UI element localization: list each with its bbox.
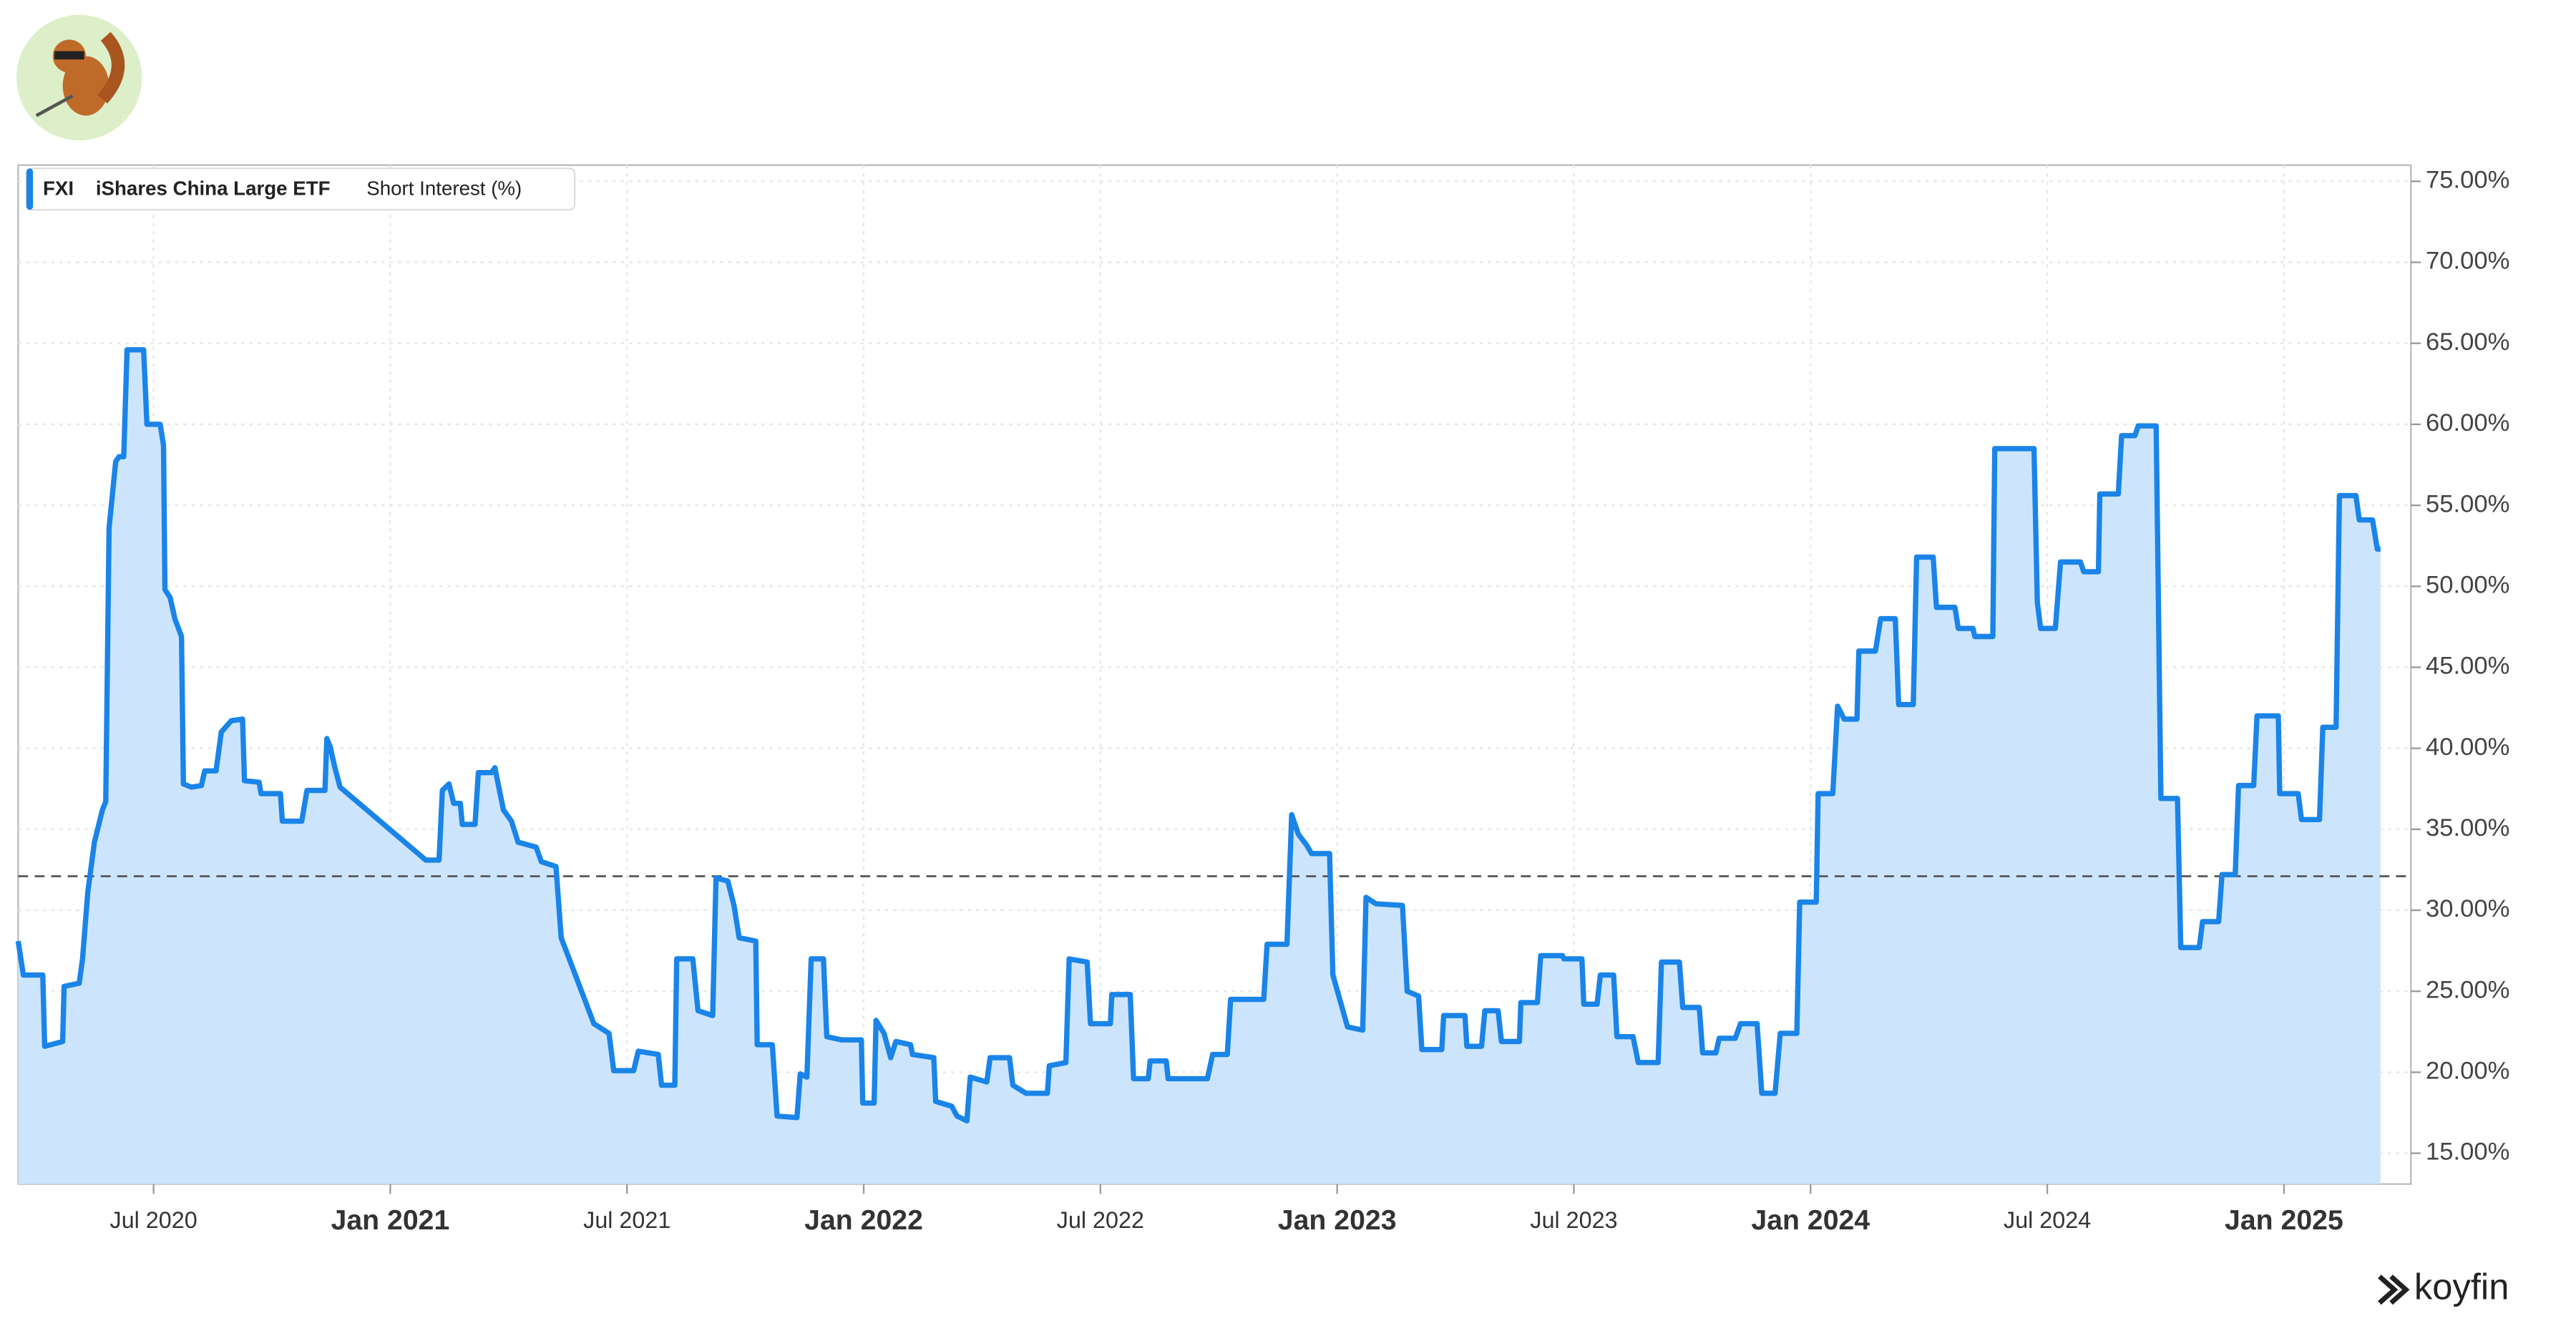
y-tick-label: 75.00% <box>2426 167 2509 194</box>
y-tick-label: 55.00% <box>2426 490 2509 517</box>
series-line <box>15 347 2381 1124</box>
x-tick-label: Jul 2024 <box>2004 1207 2091 1233</box>
y-tick-label: 40.00% <box>2426 733 2509 761</box>
y-tick-label: 35.00% <box>2426 814 2509 842</box>
x-tick-label: Jan 2025 <box>2225 1204 2343 1236</box>
plot-area: 15.00% 20.00% 25.00% 30.00% 35.00% 40.00% 45.0… <box>15 165 2509 1236</box>
x-tick-label: Jul 2020 <box>110 1207 197 1233</box>
y-tick-label: 60.00% <box>2426 409 2509 437</box>
x-tick-label: Jan 2024 <box>1751 1204 1870 1236</box>
y-tick-label: 70.00% <box>2426 248 2509 275</box>
y-tick-label: 45.00% <box>2426 653 2509 680</box>
y-tick-label: 50.00% <box>2426 571 2509 598</box>
y-tick-label: 15.00% <box>2426 1139 2509 1166</box>
y-tick-label: 30.00% <box>2426 895 2509 922</box>
legend-security: iShares China Large ETF <box>96 177 331 200</box>
x-tick-label: Jan 2021 <box>331 1204 450 1236</box>
x-tick-label: Jul 2023 <box>1530 1207 1617 1233</box>
x-tick-label: Jul 2021 <box>583 1207 670 1233</box>
y-tick-label: 20.00% <box>2426 1058 2509 1085</box>
x-tick-label: Jan 2022 <box>804 1204 923 1236</box>
x-tick-label: Jan 2023 <box>1278 1204 1397 1236</box>
avatar <box>16 14 142 141</box>
legend-ticker: FXI <box>43 177 74 200</box>
brand: koyfin <box>2378 1267 2509 1307</box>
series-area <box>18 349 2381 1184</box>
brand-name: koyfin <box>2414 1267 2509 1307</box>
legend-series: Short Interest (%) <box>366 177 522 200</box>
y-tick-label: 25.00% <box>2426 976 2509 1003</box>
x-tick-label: Jul 2022 <box>1057 1207 1144 1233</box>
y-tick-label: 65.00% <box>2426 328 2509 356</box>
legend: FXI iShares China Large ETF Short Intere… <box>25 167 576 211</box>
